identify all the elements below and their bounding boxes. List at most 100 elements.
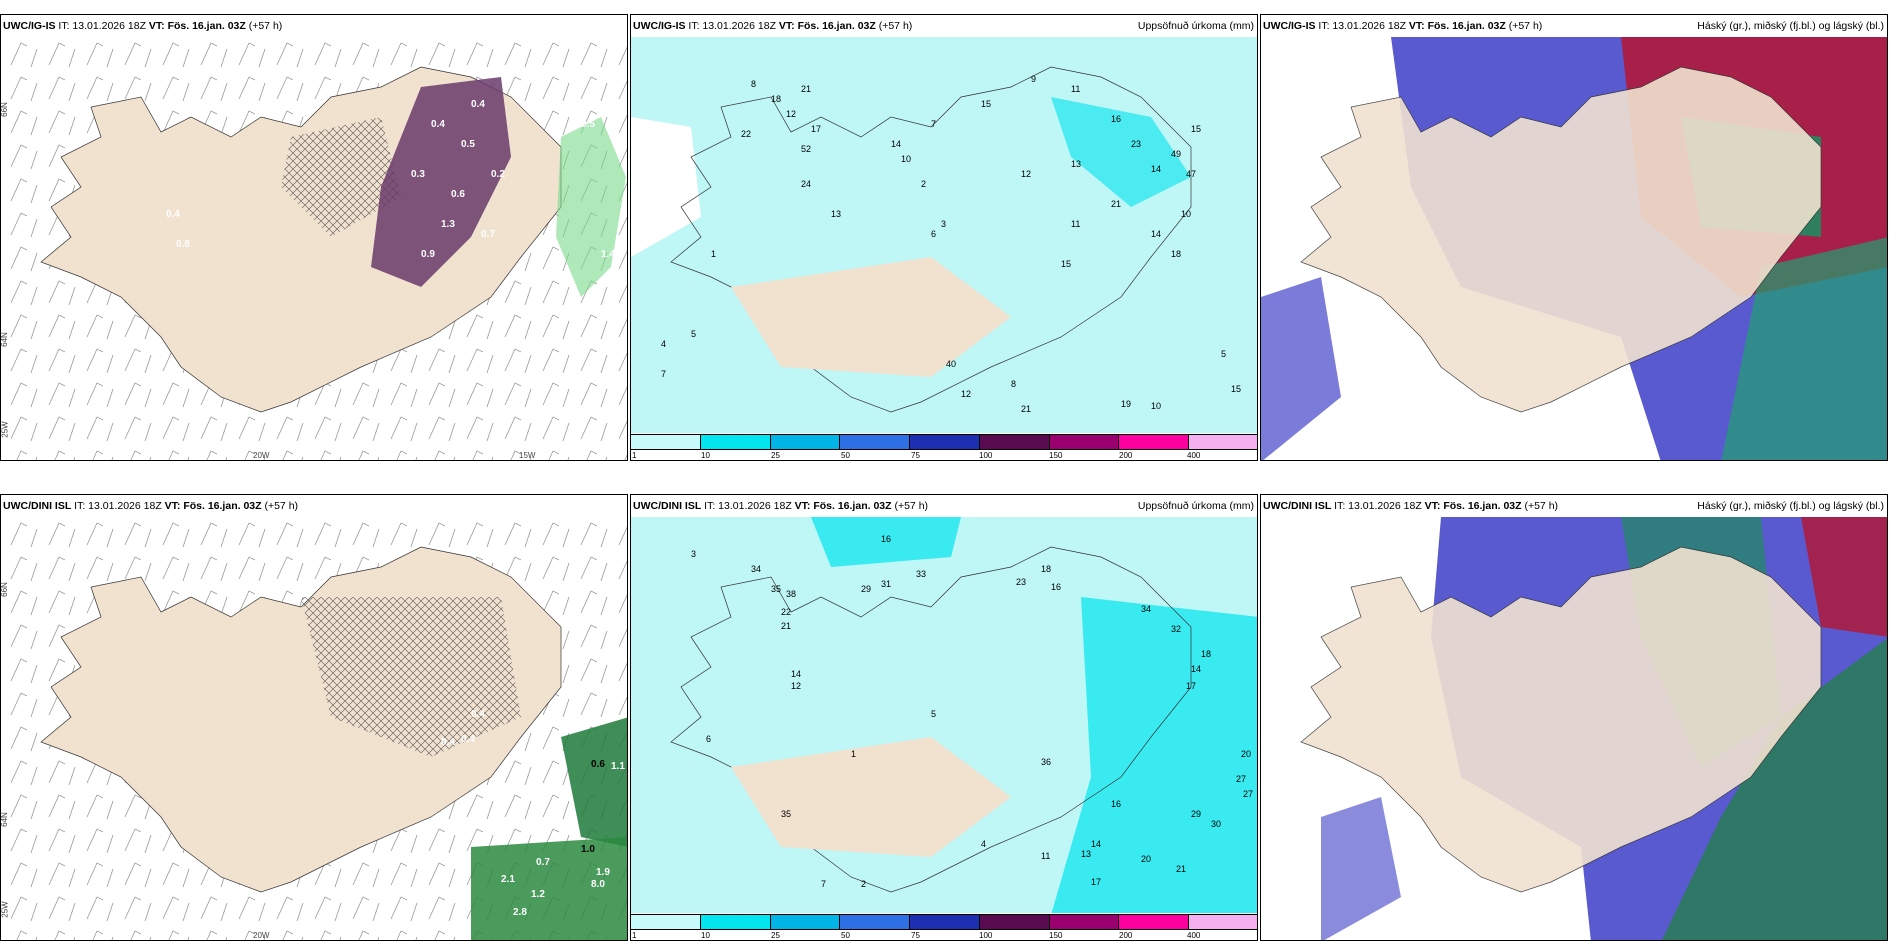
svg-text:27: 27 bbox=[1243, 789, 1253, 799]
svg-text:8.0: 8.0 bbox=[591, 879, 605, 890]
svg-text:16: 16 bbox=[1111, 799, 1121, 809]
colorbar-tick: 50 bbox=[841, 451, 850, 460]
svg-text:0.7: 0.7 bbox=[536, 857, 550, 868]
svg-text:3: 3 bbox=[691, 549, 696, 559]
svg-text:17: 17 bbox=[1091, 877, 1101, 887]
svg-text:0.4: 0.4 bbox=[471, 99, 485, 110]
colorbar-cell bbox=[1189, 434, 1257, 450]
colorbar-tick: 25 bbox=[771, 931, 780, 940]
colorbar-tick: 400 bbox=[1187, 931, 1201, 940]
panel-subtitle: Háský (gr.), miðský (fj.bl.) og lágský (… bbox=[1697, 495, 1884, 517]
svg-text:13: 13 bbox=[831, 209, 841, 219]
svg-text:0.5: 0.5 bbox=[581, 119, 595, 130]
svg-text:6: 6 bbox=[931, 229, 936, 239]
colorbar-tick: 75 bbox=[911, 451, 920, 460]
svg-text:3: 3 bbox=[941, 219, 946, 229]
precip-map: 16 3 34 35 38 22 21 14 12 31 29 33 23 18… bbox=[631, 517, 1257, 915]
colorbar-cell bbox=[910, 434, 980, 450]
panel-snow-dini: UWC/DINI ISL IT: 13.01.2026 18Z VT: Fös.… bbox=[0, 494, 628, 941]
colorbar-tick: 200 bbox=[1119, 931, 1133, 940]
svg-text:14: 14 bbox=[1091, 839, 1101, 849]
svg-text:1.1: 1.1 bbox=[611, 761, 625, 772]
precip-map: 8 18 12 21 17 22 52 14 24 10 7 15 9 11 1… bbox=[631, 37, 1257, 435]
svg-text:1.4: 1.4 bbox=[601, 249, 615, 260]
svg-text:18: 18 bbox=[1171, 249, 1181, 259]
svg-text:0.4: 0.4 bbox=[166, 209, 180, 220]
svg-text:29: 29 bbox=[861, 584, 871, 594]
colorbar-tick: 200 bbox=[1119, 451, 1133, 460]
snow-map: 0.4 0.5 0.3 0.6 0.4 1.3 0.2 0.9 0.7 0.5 … bbox=[1, 37, 627, 460]
svg-text:10: 10 bbox=[901, 154, 911, 164]
svg-text:0.4: 0.4 bbox=[441, 737, 455, 748]
svg-text:10: 10 bbox=[1151, 401, 1161, 411]
lon-label: 15W bbox=[519, 451, 536, 460]
svg-text:21: 21 bbox=[801, 84, 811, 94]
svg-text:1.9: 1.9 bbox=[596, 867, 610, 878]
svg-text:33: 33 bbox=[916, 569, 926, 579]
svg-text:9: 9 bbox=[1031, 74, 1036, 84]
svg-text:14: 14 bbox=[1191, 664, 1201, 674]
svg-text:47: 47 bbox=[1186, 169, 1196, 179]
svg-text:0.4: 0.4 bbox=[461, 734, 475, 745]
svg-text:16: 16 bbox=[1051, 582, 1061, 592]
svg-text:1.2: 1.2 bbox=[531, 889, 545, 900]
svg-text:8: 8 bbox=[1011, 379, 1016, 389]
map-area: 16 3 34 35 38 22 21 14 12 31 29 33 23 18… bbox=[631, 517, 1257, 940]
panel-clouds-igis: UWC/IG-IS IT: 13.01.2026 18Z VT: Fös. 16… bbox=[1260, 14, 1888, 461]
colorbar-cells bbox=[631, 914, 1257, 930]
svg-text:1: 1 bbox=[851, 749, 856, 759]
cloud-map bbox=[1261, 517, 1887, 940]
map-area bbox=[1261, 37, 1887, 460]
colorbar-tick: 150 bbox=[1049, 451, 1063, 460]
panel-precip-dini: UWC/DINI ISL IT: 13.01.2026 18Z VT: Fös.… bbox=[630, 494, 1258, 941]
svg-text:29: 29 bbox=[1191, 809, 1201, 819]
svg-text:22: 22 bbox=[781, 607, 791, 617]
svg-text:36: 36 bbox=[1041, 757, 1051, 767]
svg-text:22: 22 bbox=[741, 129, 751, 139]
colorbar-tick: 400 bbox=[1187, 451, 1201, 460]
svg-text:5: 5 bbox=[931, 709, 936, 719]
svg-text:10: 10 bbox=[1181, 209, 1191, 219]
panel-subtitle: Háský (gr.), miðský (fj.bl.) og lágský (… bbox=[1697, 15, 1884, 37]
svg-text:0.9: 0.9 bbox=[421, 249, 435, 260]
colorbar-cell bbox=[910, 914, 980, 930]
svg-text:7: 7 bbox=[821, 879, 826, 889]
svg-text:11: 11 bbox=[1071, 84, 1080, 94]
svg-text:27: 27 bbox=[1236, 774, 1246, 784]
map-area: 8 18 12 21 17 22 52 14 24 10 7 15 9 11 1… bbox=[631, 37, 1257, 460]
svg-text:40: 40 bbox=[946, 359, 956, 369]
svg-text:12: 12 bbox=[1021, 169, 1031, 179]
panel-title: UWC/DINI ISL IT: 13.01.2026 18Z VT: Fös.… bbox=[631, 495, 1257, 517]
colorbar-cell bbox=[631, 434, 701, 450]
svg-text:12: 12 bbox=[961, 389, 971, 399]
lon-label: 20W bbox=[253, 451, 270, 460]
svg-text:4: 4 bbox=[661, 339, 666, 349]
svg-text:23: 23 bbox=[1131, 139, 1141, 149]
map-area: 0.6 1.1 0.7 1.0 1.9 8.0 2.1 1.2 2.8 0.4 … bbox=[1, 517, 627, 940]
svg-text:21: 21 bbox=[1111, 199, 1121, 209]
lon-label: 20W bbox=[253, 931, 270, 940]
svg-text:18: 18 bbox=[771, 94, 781, 104]
svg-text:16: 16 bbox=[1111, 114, 1121, 124]
svg-text:14: 14 bbox=[891, 139, 901, 149]
svg-text:12: 12 bbox=[786, 109, 796, 119]
svg-text:0.8: 0.8 bbox=[176, 239, 190, 250]
snow-map: 0.6 1.1 0.7 1.0 1.9 8.0 2.1 1.2 2.8 0.4 … bbox=[1, 517, 627, 940]
svg-text:17: 17 bbox=[1186, 681, 1196, 691]
snow-values: 0.6 1.1 0.7 1.0 1.9 8.0 2.1 1.2 2.8 0.4 … bbox=[441, 709, 625, 918]
panel-snow-igis: UWC/IG-IS IT: 13.01.2026 18Z VT: Fös. 16… bbox=[0, 14, 628, 461]
svg-text:1.3: 1.3 bbox=[441, 219, 455, 230]
map-area: 0.4 0.5 0.3 0.6 0.4 1.3 0.2 0.9 0.7 0.5 … bbox=[1, 37, 627, 460]
colorbar-cell bbox=[1119, 914, 1190, 930]
svg-text:0.7: 0.7 bbox=[481, 229, 495, 240]
panel-title: UWC/IG-IS IT: 13.01.2026 18Z VT: Fös. 16… bbox=[631, 15, 1257, 37]
svg-text:7: 7 bbox=[661, 369, 666, 379]
colorbar-tick: 25 bbox=[771, 451, 780, 460]
svg-text:21: 21 bbox=[1176, 864, 1186, 874]
svg-text:0.4: 0.4 bbox=[431, 119, 445, 130]
colorbar: 1 10 25 50 75 100 150 200 400 bbox=[631, 433, 1257, 460]
precip-values: 16 3 34 35 38 22 21 14 12 31 29 33 23 18… bbox=[691, 534, 1253, 889]
svg-text:0.3: 0.3 bbox=[411, 169, 425, 180]
svg-text:17: 17 bbox=[811, 124, 821, 134]
panel-title: UWC/DINI ISL IT: 13.01.2026 18Z VT: Fös.… bbox=[1, 495, 627, 517]
